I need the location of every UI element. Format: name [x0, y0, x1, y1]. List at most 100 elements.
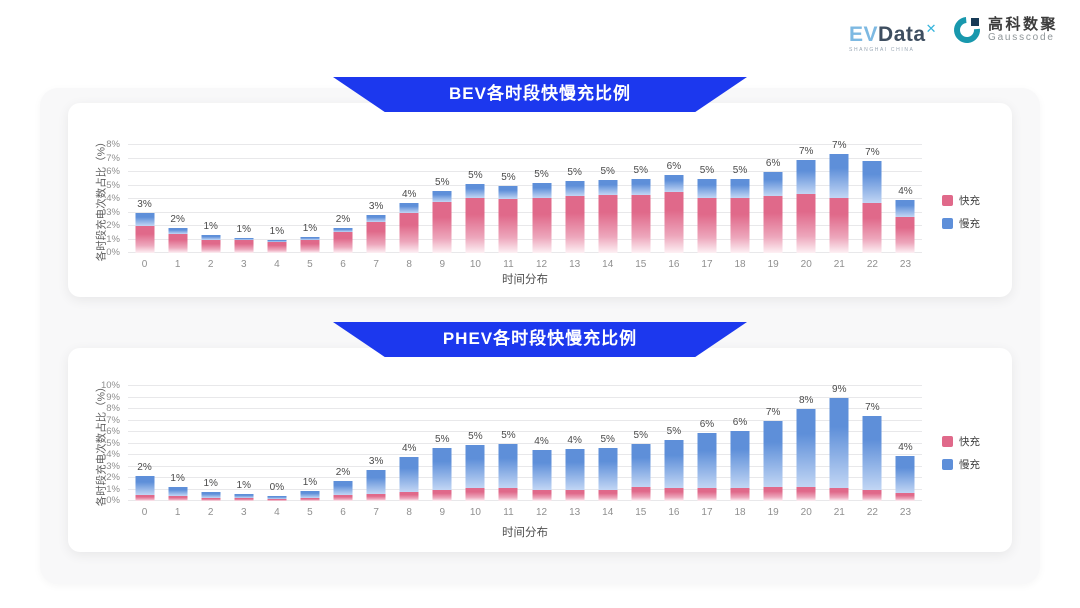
- stacked-bar: [697, 386, 717, 501]
- bar-segment-fast: [796, 193, 816, 253]
- x-tick-label: 18: [734, 259, 746, 270]
- bar-segment-fast: [763, 487, 783, 501]
- bar-segment-fast: [631, 194, 651, 253]
- x-tick-label: 12: [535, 507, 548, 518]
- x-tick-label: 2: [207, 259, 214, 270]
- stacked-bar: [300, 145, 320, 253]
- bar-segment-fast: [333, 495, 353, 501]
- bar-segment-fast: [697, 197, 717, 253]
- x-tick-label: 20: [800, 507, 812, 518]
- legend-item-fast: 快充: [942, 193, 980, 208]
- gridline: [128, 408, 922, 409]
- stacked-bar: [201, 386, 221, 501]
- stacked-bar: [267, 386, 287, 501]
- gausscode-mark-icon: [948, 11, 986, 49]
- x-tick-label: 20: [800, 259, 812, 270]
- bar-segment-fast: [565, 489, 585, 501]
- legend-label-slow: 慢充: [959, 218, 980, 230]
- bar-segment-slow: [631, 179, 651, 195]
- x-tick-label: 11: [503, 507, 514, 518]
- bar-segment-slow: [664, 174, 684, 193]
- bar-value-label: 4%: [898, 186, 913, 198]
- bar-segment-slow: [168, 487, 188, 497]
- bar-segment-fast: [664, 192, 684, 253]
- x-tick-label: 5: [307, 507, 313, 518]
- legend-label-fast: 快充: [959, 195, 980, 207]
- bar-segment-fast: [135, 495, 155, 501]
- x-tick-label: 15: [635, 259, 647, 270]
- gridline: [128, 211, 922, 213]
- evdata-ev-text: EV: [849, 23, 879, 46]
- x-tick-label: 13: [569, 507, 581, 518]
- y-tick-label: 4%: [106, 449, 120, 460]
- stacked-bar: [399, 386, 419, 501]
- gridline: [128, 252, 922, 253]
- bar-segment-slow: [862, 415, 882, 490]
- bar-segment-fast: [697, 488, 717, 501]
- bar-segment-fast: [300, 497, 320, 501]
- bar-value-label: 5%: [468, 170, 483, 182]
- y-tick-label: 10%: [100, 380, 120, 391]
- gridline: [128, 442, 922, 444]
- bar-segment-slow: [234, 238, 254, 241]
- x-tick-label: 3: [241, 507, 247, 518]
- stacked-bar: [399, 145, 419, 253]
- bar-segment-fast: [234, 498, 254, 501]
- y-tick-label: 4%: [106, 193, 120, 204]
- bar-value-label: 7%: [765, 406, 781, 418]
- bar-value-label: 7%: [865, 147, 880, 159]
- bar-segment-slow: [465, 184, 485, 198]
- slow-charge-swatch-icon: [942, 459, 953, 470]
- bar-segment-slow: [895, 456, 915, 493]
- bar-value-label: 5%: [501, 171, 516, 183]
- legend-item-fast: 快充: [942, 434, 980, 449]
- bar-value-label: 5%: [501, 429, 516, 441]
- bar-segment-fast: [267, 241, 287, 253]
- gridline: [128, 477, 922, 478]
- bar-segment-slow: [432, 448, 452, 490]
- bar-segment-slow: [862, 161, 882, 204]
- gausscode-logo-text: 高科数聚 Gausscode: [988, 17, 1058, 43]
- bar-segment-slow: [598, 448, 618, 490]
- bar-value-label: 5%: [633, 429, 649, 441]
- bar-segment-fast: [862, 489, 882, 501]
- x-tick-label: 8: [406, 507, 412, 518]
- bar-value-label: 5%: [732, 164, 748, 176]
- bar-segment-slow: [697, 179, 717, 198]
- x-tick-label: 7: [373, 259, 379, 270]
- stacked-bar: [432, 386, 452, 501]
- bar-value-label: 1%: [302, 476, 318, 488]
- legend-label-fast: 快充: [959, 436, 980, 448]
- gridline: [128, 431, 922, 432]
- y-tick-label: 9%: [106, 391, 120, 403]
- stacked-bar: [333, 386, 353, 501]
- y-tick-label: 5%: [106, 179, 120, 191]
- stacked-bar: [697, 145, 717, 253]
- stacked-bar: [862, 386, 882, 501]
- bar-segment-fast: [730, 197, 750, 253]
- y-tick-label: 8%: [106, 403, 120, 414]
- y-tick-label: 3%: [106, 460, 120, 472]
- stacked-bar: [763, 145, 783, 253]
- y-tick-label: 1%: [106, 483, 120, 495]
- bev-plot-area: 0% 1% 2% 3% 4% 5% 6% 7% 8% 3% 0 2% 1 1% 2 1% 3 1% 4 1% 5 2% 6 3…: [106, 139, 922, 270]
- gridline: [128, 488, 922, 490]
- bar-value-label: 1%: [203, 221, 218, 233]
- gridline: [128, 465, 922, 467]
- bar-segment-fast: [895, 492, 915, 501]
- legend-label-slow: 慢充: [959, 459, 980, 471]
- bar-segment-slow: [399, 457, 419, 492]
- bar-value-label: 4%: [567, 435, 582, 447]
- stacked-bar: [201, 145, 221, 253]
- stacked-bar: [796, 386, 816, 501]
- x-tick-label: 1: [174, 507, 181, 518]
- stacked-bar: [366, 145, 386, 253]
- charts-panel: BEV各时段快慢充比例 各时段充电次数占比（%） 0% 1% 2% 3% 4% 5% 6% 7…: [40, 77, 1040, 584]
- bar-value-label: 7%: [798, 145, 814, 157]
- bev-x-axis-title: 时间分布: [502, 274, 548, 286]
- bar-segment-slow: [796, 409, 816, 488]
- bar-segment-fast: [267, 499, 287, 501]
- x-tick-label: 0: [141, 259, 148, 270]
- y-tick-label: 6%: [106, 426, 120, 437]
- bar-segment-slow: [796, 159, 816, 194]
